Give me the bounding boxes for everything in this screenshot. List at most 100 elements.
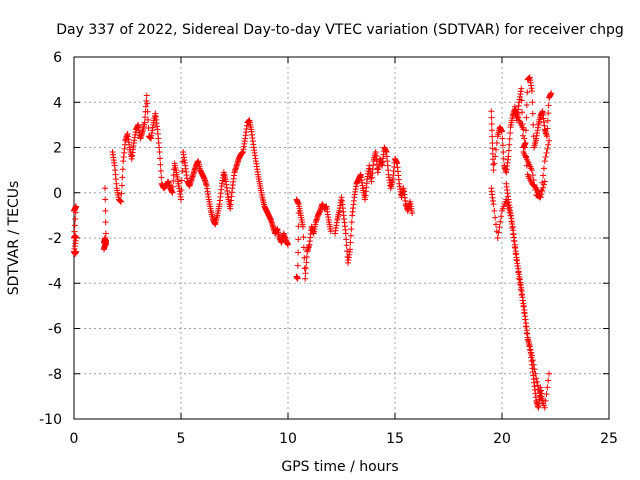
data-point-interp: [142, 114, 149, 121]
data-point-interp: [523, 114, 530, 121]
data-point: [102, 185, 109, 192]
x-tick-label: 20: [493, 431, 511, 447]
data-point: [541, 404, 548, 411]
data-point-interp: [294, 262, 301, 269]
tick-layer: 0 5 10 15 20 25 -10 -8 -6 -4 -2 0 2 4 6: [39, 50, 618, 447]
data-point-interp: [488, 120, 495, 127]
data-point-interp: [119, 174, 126, 181]
y-tick-label: -8: [48, 367, 62, 383]
data-point-interp: [490, 161, 497, 168]
data-point-interp: [506, 141, 513, 148]
data-point-interp: [506, 135, 513, 142]
data-point: [546, 370, 553, 377]
data-point-interp: [145, 116, 152, 123]
y-tick-label: 4: [53, 95, 62, 111]
data-point-interp: [144, 108, 151, 115]
data-point-interp: [489, 145, 496, 152]
data-point-interp: [542, 154, 549, 161]
data-point-interp: [544, 117, 551, 124]
data-point-interp: [102, 196, 109, 203]
data-point-interp: [157, 155, 164, 162]
data-point-interp: [302, 270, 309, 277]
data-point-interp: [524, 89, 531, 96]
x-tick-label: 25: [600, 431, 618, 447]
data-point-interp: [497, 218, 504, 225]
data-point-interp: [347, 232, 354, 239]
data-point-interp: [348, 219, 355, 226]
data-point-interp: [498, 213, 505, 220]
data-point: [490, 201, 497, 208]
data-point-interp: [514, 111, 521, 118]
data-point-interp: [302, 264, 309, 271]
data-point-interp: [119, 166, 126, 173]
data-point: [539, 400, 546, 407]
data-point-interp: [71, 222, 78, 229]
data-point: [546, 137, 553, 144]
data-point-interp: [543, 391, 550, 398]
data-point: [73, 203, 80, 210]
data-point-interp: [488, 127, 495, 134]
data-point-interp: [295, 236, 302, 243]
data-point-interp: [518, 97, 525, 104]
data-point: [543, 133, 550, 140]
data-point-interp: [300, 234, 307, 241]
data-point: [169, 189, 176, 196]
data-point-interp: [540, 165, 547, 172]
data-point-interp: [540, 184, 547, 191]
data-point-interp: [529, 110, 536, 117]
data-point-interp: [157, 168, 164, 175]
data-point-interp: [545, 377, 552, 384]
data-point-interp: [531, 182, 538, 189]
data-point-interp: [178, 187, 185, 194]
data-point-interp: [540, 181, 547, 188]
y-tick-label: -10: [39, 412, 62, 428]
data-point-interp: [343, 236, 350, 243]
data-point-interp: [499, 142, 506, 149]
data-point-interp: [545, 141, 552, 148]
data-point: [511, 103, 518, 110]
data-point-interp: [519, 109, 526, 116]
y-tick-label: -6: [48, 322, 62, 338]
data-point: [505, 153, 512, 160]
data-point-interp: [118, 182, 125, 189]
data-point: [342, 230, 349, 237]
data-point-interp: [500, 155, 507, 162]
data-point-interp: [545, 102, 552, 109]
data-point-interp: [118, 190, 125, 197]
data-point-interp: [303, 254, 310, 261]
data-point: [103, 241, 110, 248]
data-point: [494, 235, 501, 241]
data-point-interp: [179, 168, 186, 175]
data-point: [537, 194, 544, 201]
y-tick-label: 2: [53, 141, 62, 157]
y-axis-label: SDTVAR / TECUs: [6, 181, 22, 296]
y-tick-label: -4: [48, 276, 62, 292]
data-point-interp: [544, 145, 551, 152]
data-point-interp: [539, 187, 546, 194]
data-point-interp: [515, 114, 522, 121]
data-point-interp: [529, 99, 536, 106]
data-point-interp: [495, 229, 502, 236]
data-point: [143, 92, 150, 99]
data-point: [178, 196, 184, 203]
data-point-interp: [491, 207, 498, 214]
data-point: [302, 275, 309, 282]
data-point-interp: [303, 259, 310, 266]
data-point-interp: [295, 223, 302, 230]
data-point-interp: [492, 153, 499, 160]
data-point-interp: [543, 149, 550, 156]
data-point-interp: [158, 174, 165, 181]
data-point-interp: [178, 177, 185, 184]
data-point-interp: [538, 191, 545, 198]
data-point-interp: [102, 219, 109, 226]
x-tick-label: 5: [177, 431, 186, 447]
x-tick-label: 10: [279, 431, 297, 447]
data-point-interp: [488, 114, 495, 121]
data-point-interp: [102, 230, 109, 237]
data-point-interp: [493, 146, 500, 153]
data-point-interp: [521, 135, 528, 142]
data-point-interp: [489, 133, 496, 140]
data-point: [409, 210, 416, 217]
data-point-interp: [544, 125, 551, 132]
